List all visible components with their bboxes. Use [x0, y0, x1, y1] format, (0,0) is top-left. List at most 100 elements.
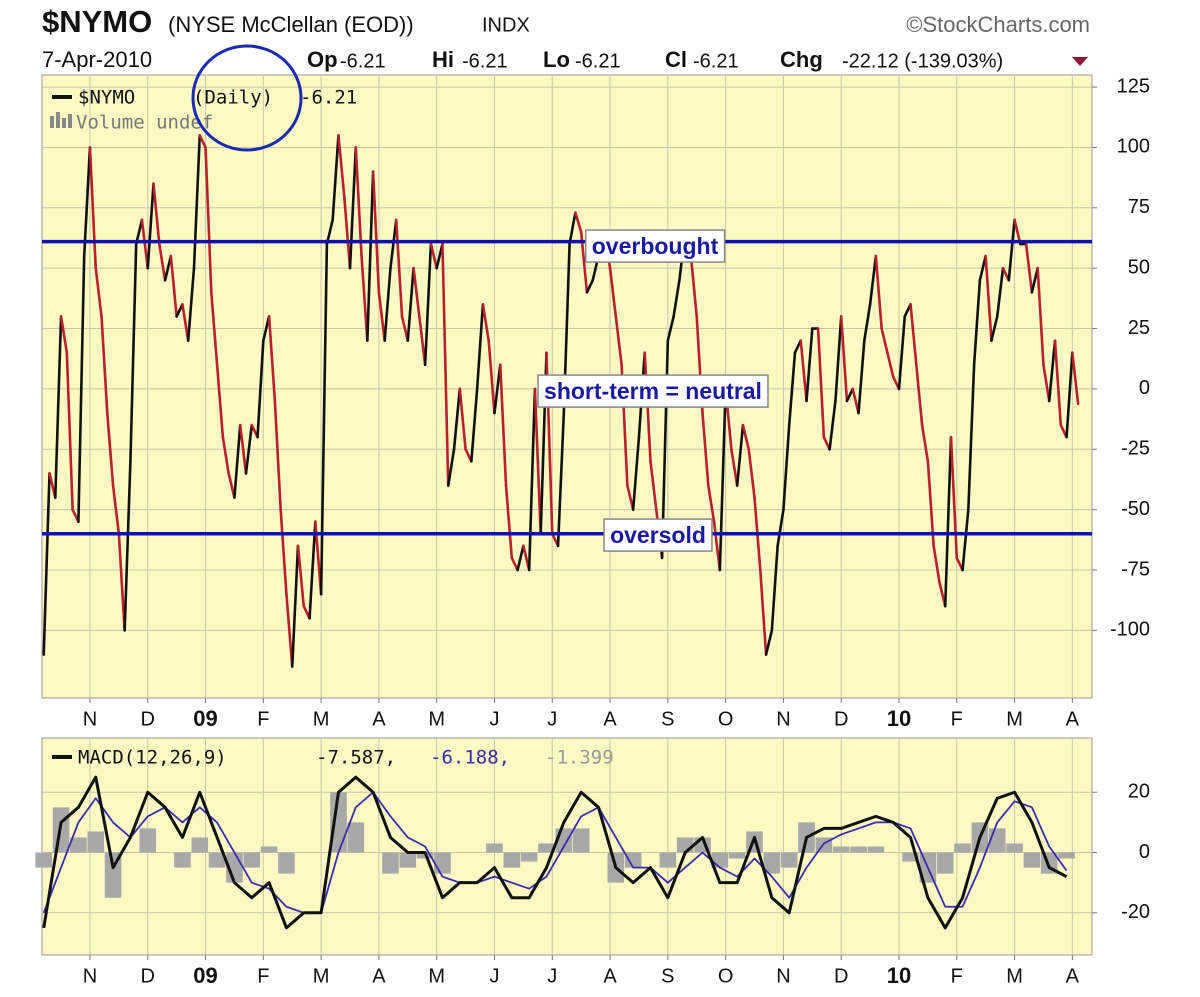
histogram-bar — [104, 852, 122, 898]
price-segment — [614, 315, 623, 367]
y-tick-label: 125 — [1117, 75, 1150, 97]
price-segment — [418, 315, 427, 367]
price-segment — [331, 134, 340, 222]
histogram-bar — [988, 828, 1006, 853]
x-tick-label: F — [257, 708, 269, 730]
price-segment — [666, 315, 675, 342]
histogram-bar — [867, 846, 885, 853]
price-segment — [1042, 363, 1051, 403]
histogram-bar — [1006, 843, 1023, 853]
price-segment — [256, 339, 265, 439]
price-segment — [741, 423, 751, 451]
price-segment — [776, 508, 785, 548]
x-tick-label: O — [718, 965, 734, 987]
x-tick-label: 09 — [193, 706, 217, 731]
histogram-bar — [70, 837, 87, 853]
x-tick-label: A — [603, 708, 617, 730]
price-segment — [244, 423, 254, 475]
price-segment — [383, 266, 392, 342]
price-segment — [585, 278, 595, 294]
down-arrow — [1072, 57, 1088, 66]
macd-line — [42, 775, 1068, 930]
price-segment — [319, 242, 329, 596]
highlight-circle — [191, 44, 303, 152]
histogram-bar — [382, 852, 399, 874]
date: 7-Apr-2010 — [42, 47, 152, 72]
macd-legend-label: MACD(12,26,9) — [78, 747, 227, 769]
x-tick-label: M — [313, 965, 330, 987]
histogram-bar — [954, 843, 971, 853]
price-segment — [839, 315, 849, 403]
x-tick-label: O — [718, 708, 734, 730]
neutral-label-box — [537, 374, 769, 408]
y-tick-label: -20 — [1121, 901, 1150, 923]
histogram-bar — [572, 828, 590, 853]
price-segment — [1053, 339, 1063, 427]
price-segment — [1036, 266, 1045, 367]
price-segment — [880, 327, 889, 354]
x-tick-label: M — [1006, 708, 1023, 730]
y-tick-label: -25 — [1121, 438, 1150, 460]
price-segment — [608, 266, 618, 318]
price-segment — [192, 134, 202, 270]
price-segment — [267, 315, 277, 403]
price-segment — [984, 254, 993, 342]
price-segment — [863, 303, 872, 342]
histogram-bar — [174, 852, 191, 868]
price-segment — [105, 411, 115, 487]
price-segment — [273, 399, 282, 511]
histogram-bar — [503, 852, 521, 868]
y-tick-label: -50 — [1121, 498, 1150, 520]
x-tick-label: J — [489, 965, 499, 987]
signal-legend-value: -6.188, — [430, 747, 510, 769]
overbought-label-box — [585, 229, 726, 263]
price-segment — [204, 146, 213, 294]
histogram-bar — [676, 837, 694, 853]
price-segment — [920, 423, 930, 463]
price-segment — [238, 423, 248, 475]
exchange: INDX — [482, 14, 530, 36]
marks — [35, 75, 1097, 960]
price-segment — [915, 363, 924, 427]
price-segment — [672, 278, 681, 318]
y-tick-label: 20 — [1128, 781, 1150, 803]
price-segment — [394, 218, 404, 318]
price-segment — [816, 327, 826, 439]
x-tick-label: N — [776, 708, 790, 730]
x-tick-label: N — [83, 708, 97, 730]
histogram-bar — [486, 843, 503, 853]
x-tick-label: M — [1006, 965, 1023, 987]
x-tick-label: 10 — [887, 963, 911, 988]
price-segment — [371, 170, 381, 294]
histogram-bar — [902, 852, 919, 862]
price-segment — [65, 351, 74, 511]
price-segment — [337, 134, 346, 198]
histogram-bar — [659, 852, 677, 868]
price-segment — [874, 254, 883, 330]
price-segment — [290, 544, 300, 668]
price-segment — [735, 423, 745, 487]
price-segment — [475, 303, 485, 391]
quote-label: Op — [307, 47, 338, 72]
x-tick-label: M — [313, 708, 330, 730]
price-segment — [1071, 351, 1080, 406]
price-segment — [805, 327, 814, 403]
legend-period: (Daily) — [193, 87, 273, 109]
quote-label: Chg — [780, 47, 823, 72]
price-segment — [233, 423, 242, 499]
x-tick-label: F — [951, 708, 963, 730]
price-segment — [111, 484, 121, 536]
price-segment — [574, 211, 583, 234]
price-segment — [221, 435, 230, 475]
price-segment — [770, 544, 779, 632]
price-segment — [285, 592, 294, 668]
x-tick-label: A — [1066, 708, 1080, 730]
price-segment — [117, 532, 126, 632]
y-tick-label: 0 — [1139, 377, 1150, 399]
x-tick-label: J — [547, 708, 557, 730]
price-segment — [1047, 339, 1057, 403]
price-segment — [429, 242, 438, 270]
price-segment — [493, 363, 502, 415]
price-segment — [1065, 351, 1074, 439]
price-segment — [1024, 242, 1034, 294]
